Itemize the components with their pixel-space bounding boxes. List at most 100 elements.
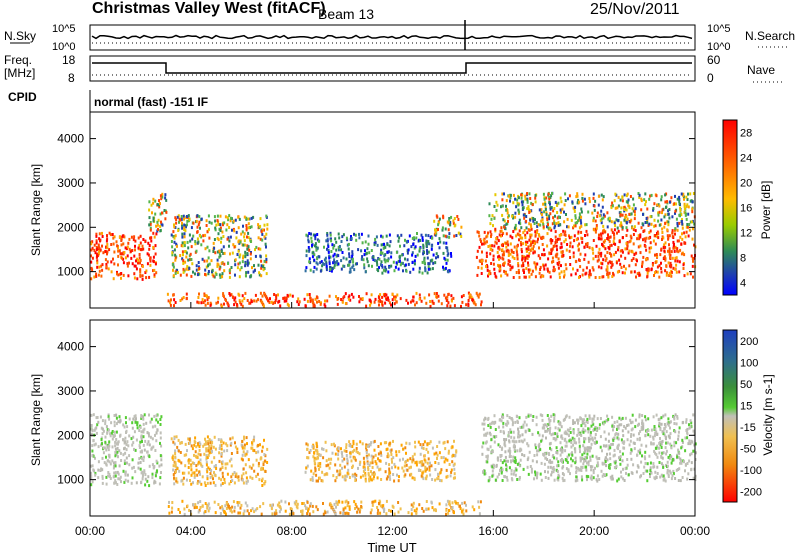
data-cell [375,235,378,239]
data-cell [579,265,582,269]
data-cell [642,255,645,259]
data-cell [544,476,547,479]
data-cell [638,271,641,275]
data-cell [386,452,389,456]
data-cell [512,459,515,463]
data-cell [180,217,183,221]
data-cell [602,213,605,217]
data-cell [498,264,501,268]
data-cell [646,257,649,261]
data-cell [133,272,136,276]
data-cell [306,443,309,447]
data-cell [605,473,608,477]
data-cell [448,463,451,466]
data-cell [501,204,504,208]
data-cell [607,238,610,242]
data-cell [640,425,643,429]
data-cell [438,217,441,221]
data-cell [442,216,445,220]
data-cell [516,198,519,202]
data-cell [552,209,555,213]
data-cell [127,241,130,245]
data-cell [368,251,371,255]
data-cell [431,267,434,271]
data-cell [643,198,646,202]
data-cell [517,427,519,431]
data-cell [265,254,268,258]
data-cell [411,236,414,240]
data-cell [478,505,481,509]
data-cell [653,224,656,228]
data-cell [345,454,348,457]
data-cell [419,443,422,447]
data-cell [551,260,553,264]
data-cell [483,230,486,234]
data-cell [152,255,155,259]
data-cell [172,464,175,468]
data-cell [668,469,671,473]
data-cell [390,453,393,457]
data-cell [148,413,150,417]
data-cell [691,210,694,214]
data-cell [118,420,121,424]
data-cell [368,443,371,447]
data-cell [204,247,207,251]
data-cell [553,468,556,472]
data-cell [660,446,663,449]
data-cell [522,200,525,204]
data-cell [520,196,523,200]
data-cell [512,251,515,254]
data-cell [282,296,285,300]
data-cell [446,499,449,503]
data-cell [519,234,522,237]
data-cell [669,432,672,436]
data-cell [90,277,93,281]
data-cell [197,240,200,244]
data-cell [551,192,553,195]
data-cell [553,207,556,210]
data-cell [399,263,402,267]
data-cell [539,413,542,417]
data-cell [265,260,268,264]
data-cell [592,196,595,200]
data-cell [543,253,546,257]
data-cell [173,437,176,440]
data-cell [526,192,529,195]
data-cell [207,466,210,470]
data-cell [313,265,316,269]
data-cell [580,207,583,211]
data-cell [690,468,693,472]
data-cell [603,420,606,424]
data-cell [631,420,634,424]
data-cell [250,466,253,470]
data-cell [539,265,542,269]
data-cell [340,248,343,252]
data-cell [475,255,478,259]
data-cell [522,425,525,429]
data-cell [602,216,605,220]
data-cell [230,457,233,461]
data-cell [557,237,559,241]
nave-label: Nave [747,63,775,77]
data-cell [493,244,496,248]
data-cell [530,272,533,276]
data-cell [317,456,319,460]
data-cell [626,438,629,442]
data-cell [229,443,232,447]
data-cell [222,235,225,238]
nave-tick-top: 60 [707,53,721,67]
data-cell [692,192,695,195]
data-cell [231,505,234,509]
data-cell [688,439,691,443]
data-cell [148,208,151,212]
data-cell [261,449,264,453]
data-cell [195,249,198,253]
data-cell [216,214,219,218]
data-cell [397,267,400,271]
data-cell [408,234,411,238]
data-cell [138,256,141,260]
data-cell [648,197,651,201]
data-cell [387,298,390,302]
data-cell [224,462,227,466]
data-cell [478,234,481,238]
